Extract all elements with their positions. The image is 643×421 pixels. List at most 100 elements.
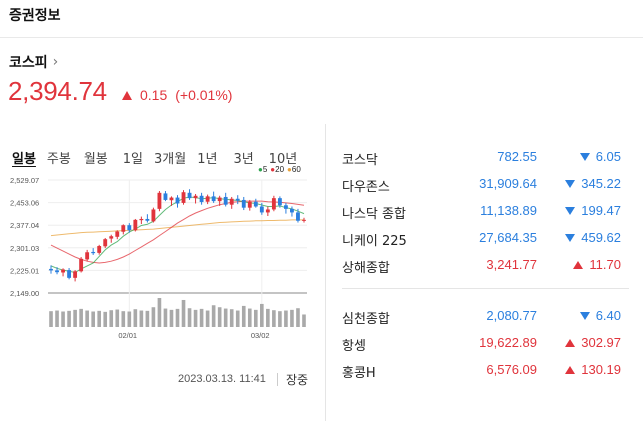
volume-bar xyxy=(127,311,132,327)
volume-bar xyxy=(61,311,65,327)
market-change-value: 459.62 xyxy=(581,230,621,245)
index-name: 코스피 xyxy=(9,55,48,71)
volume-bar xyxy=(199,308,204,327)
up-arrow-icon xyxy=(565,365,576,374)
tab-10years[interactable]: 10년 xyxy=(268,152,298,167)
volume-bar xyxy=(241,305,246,327)
candle-body xyxy=(67,270,72,278)
tab-daily[interactable]: 일봉 xyxy=(12,152,36,167)
volume-bar xyxy=(253,309,258,327)
market-name: 다우존스 xyxy=(342,180,390,195)
index-name-link[interactable]: 코스피 › xyxy=(9,52,58,72)
market-row[interactable]: 코스닥 782.55 6.05 xyxy=(342,145,629,172)
volume-bar xyxy=(67,310,71,327)
volume-bar xyxy=(73,309,77,327)
y-tick-label: 2,529.07 xyxy=(10,176,39,185)
market-row[interactable]: 다우존스 31,909.64 345.22 xyxy=(342,172,629,199)
market-change: 459.62 xyxy=(565,230,621,245)
volume-bar xyxy=(145,310,150,327)
volume-bar xyxy=(296,308,300,327)
volume-bar xyxy=(272,310,276,327)
tab-3years[interactable]: 3년 xyxy=(233,152,254,167)
market-row[interactable]: 상해종합 3,241.77 11.70 xyxy=(342,253,629,280)
volume-bar xyxy=(193,309,198,327)
market-list-2: 심천종합 2,080.77 6.40 항셍 19,622.89 302.97 홍콩H 6,57… xyxy=(342,304,629,385)
volume-bar xyxy=(278,311,282,327)
market-name: 항셍 xyxy=(342,339,366,354)
volume-bar xyxy=(91,311,95,327)
volume-bar xyxy=(260,303,264,327)
candle-body xyxy=(139,218,144,221)
market-change: 6.05 xyxy=(579,149,621,164)
candle-body xyxy=(109,236,114,239)
tab-weekly[interactable]: 주봉 xyxy=(46,152,71,167)
vertical-divider xyxy=(325,124,326,421)
legend-ma5: ●5 xyxy=(258,165,268,174)
market-status: 장중 xyxy=(286,373,309,387)
legend-ma60: ●60 xyxy=(287,165,301,174)
y-tick-label: 2,377.04 xyxy=(10,221,39,230)
down-arrow-icon xyxy=(579,152,590,161)
market-change: 6.40 xyxy=(579,308,621,323)
volume-bar xyxy=(223,308,228,327)
market-row[interactable]: 홍콩H 6,576.09 130.19 xyxy=(342,358,629,385)
candle-body xyxy=(290,208,294,213)
tab-monthly[interactable]: 월봉 xyxy=(83,152,108,167)
volume-bar xyxy=(109,310,114,327)
market-value: 27,684.35 xyxy=(479,230,537,245)
market-row[interactable]: 니케이 225 27,684.35 459.62 xyxy=(342,226,629,253)
candle-body xyxy=(211,196,216,202)
candle-body xyxy=(302,219,306,221)
x-tick-label: 02/01 xyxy=(118,331,137,340)
volume-bar xyxy=(290,309,294,327)
market-row[interactable]: 심천종합 2,080.77 6.40 xyxy=(342,304,629,331)
market-row[interactable]: 항셍 19,622.89 302.97 xyxy=(342,331,629,358)
volume-bar xyxy=(97,310,102,327)
market-change-value: 6.40 xyxy=(595,308,621,323)
candle-body xyxy=(193,195,198,199)
candle-body xyxy=(205,196,210,202)
volume-bar xyxy=(187,308,192,327)
candle-body xyxy=(55,270,59,273)
candle-body xyxy=(115,231,120,237)
market-list-1: 코스닥 782.55 6.05 다우존스 31,909.64 345.22 나스닥 종합 11… xyxy=(342,145,629,280)
index-chart[interactable]: 2,529.07 2,453.06 2,377.04 2,301.03 2,225.01… xyxy=(0,170,315,345)
candle-body xyxy=(91,251,96,254)
candle-body xyxy=(217,197,222,202)
market-change-value: 302.97 xyxy=(581,335,621,350)
down-arrow-icon xyxy=(579,311,590,320)
timestamp: 2023.03.13. 11:41 xyxy=(178,373,266,385)
market-change-value: 6.05 xyxy=(595,149,621,164)
tab-3months[interactable]: 3개월 xyxy=(154,152,187,167)
volume-bar xyxy=(79,308,83,327)
market-change: 302.97 xyxy=(565,335,621,350)
section-title: 증권정보 xyxy=(9,8,61,24)
chevron-right-icon: › xyxy=(52,54,59,70)
up-arrow-icon xyxy=(565,338,576,347)
volume-bar xyxy=(266,308,270,327)
candle-body xyxy=(85,252,90,260)
market-change-value: 130.19 xyxy=(581,362,621,377)
volume-bar xyxy=(302,314,306,327)
market-name: 홍콩H xyxy=(342,366,376,381)
volume-bar xyxy=(115,309,120,327)
market-value: 2,080.77 xyxy=(486,308,537,323)
down-arrow-icon xyxy=(565,233,576,242)
candle-body xyxy=(73,271,78,278)
volume-bar xyxy=(157,298,162,327)
volume-bar xyxy=(247,308,252,327)
volume-bar xyxy=(181,299,186,327)
candle-body xyxy=(235,198,240,201)
market-value: 6,576.09 xyxy=(486,362,537,377)
candle-body xyxy=(181,192,186,203)
candle-body xyxy=(283,205,288,209)
candle-body xyxy=(79,258,84,272)
candle-body xyxy=(277,198,282,206)
market-value: 31,909.64 xyxy=(479,176,537,191)
market-row[interactable]: 나스닥 종합 11,138.89 199.47 xyxy=(342,199,629,226)
candle-body xyxy=(223,196,228,205)
market-name: 상해종합 xyxy=(342,261,390,276)
tab-1day[interactable]: 1일 xyxy=(122,152,143,167)
tab-1year[interactable]: 1년 xyxy=(197,152,218,167)
index-change-pct: (+0.01%) xyxy=(175,87,233,103)
